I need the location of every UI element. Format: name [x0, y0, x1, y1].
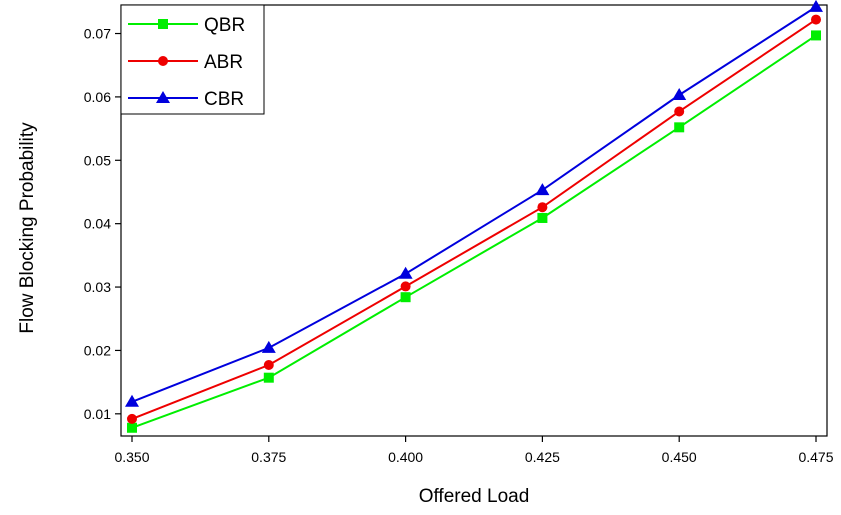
- x-axis-title: Offered Load: [419, 486, 530, 507]
- legend-label: CBR: [204, 89, 244, 110]
- y-tick-label: 0.01: [84, 406, 111, 422]
- y-tick-label: 0.03: [84, 279, 111, 295]
- data-point-abr: [537, 202, 548, 213]
- legend-marker: [158, 56, 168, 66]
- data-point-cbr: [125, 394, 139, 407]
- legend-label: QBR: [204, 15, 245, 36]
- x-tick-label: 0.425: [525, 449, 560, 465]
- legend-marker: [156, 91, 170, 103]
- data-point-cbr: [535, 183, 550, 196]
- x-tick-label: 0.375: [251, 449, 286, 465]
- legend-item-qbr: QBR: [128, 15, 245, 36]
- legend-label: ABR: [204, 52, 243, 73]
- data-point-abr: [811, 14, 821, 25]
- data-point-abr: [400, 281, 411, 292]
- legend-item-abr: ABR: [128, 52, 243, 73]
- data-point-qbr: [263, 372, 274, 383]
- series-abr: [127, 14, 821, 424]
- plot-frame: [120, 4, 828, 437]
- data-point-abr: [674, 106, 685, 117]
- data-point-cbr: [672, 88, 687, 101]
- y-tick-label: 0.02: [84, 342, 111, 358]
- series-qbr: [127, 30, 821, 433]
- series-line-qbr: [131, 34, 817, 429]
- series-line-cbr: [131, 6, 817, 403]
- y-tick-label: 0.05: [84, 152, 111, 168]
- data-point-cbr: [398, 266, 413, 279]
- y-tick-label: 0.07: [84, 26, 111, 42]
- data-point-qbr: [400, 292, 411, 303]
- data-point-qbr: [537, 212, 548, 223]
- data-point-abr: [263, 360, 274, 371]
- y-tick-label: 0.06: [84, 89, 111, 105]
- data-point-qbr: [674, 122, 685, 133]
- x-tick-label: 0.400: [388, 449, 423, 465]
- legend-marker: [158, 19, 168, 29]
- data-point-cbr: [261, 340, 276, 353]
- series-cbr: [125, 0, 823, 407]
- data-point-qbr: [127, 422, 137, 433]
- x-tick-label: 0.475: [798, 449, 833, 465]
- legend-item-cbr: CBR: [128, 89, 244, 110]
- y-axis-title: Flow Blocking Probability: [17, 122, 38, 334]
- y-axis: 0.01 0.02 0.03 0.04 0.05 0.06 0.07: [84, 26, 121, 422]
- data-point-qbr: [811, 30, 821, 41]
- y-tick-label: 0.04: [84, 216, 111, 232]
- x-axis: 0.350 0.375 0.400 0.425 0.450 0.475: [114, 436, 834, 465]
- data-point-abr: [127, 413, 137, 424]
- x-tick-label: 0.350: [114, 449, 149, 465]
- series-line-abr: [131, 18, 817, 420]
- series-layer: [125, 0, 823, 433]
- data-point-cbr: [809, 0, 823, 12]
- legend: QBR ABR CBR: [120, 4, 265, 115]
- x-tick-label: 0.450: [662, 449, 697, 465]
